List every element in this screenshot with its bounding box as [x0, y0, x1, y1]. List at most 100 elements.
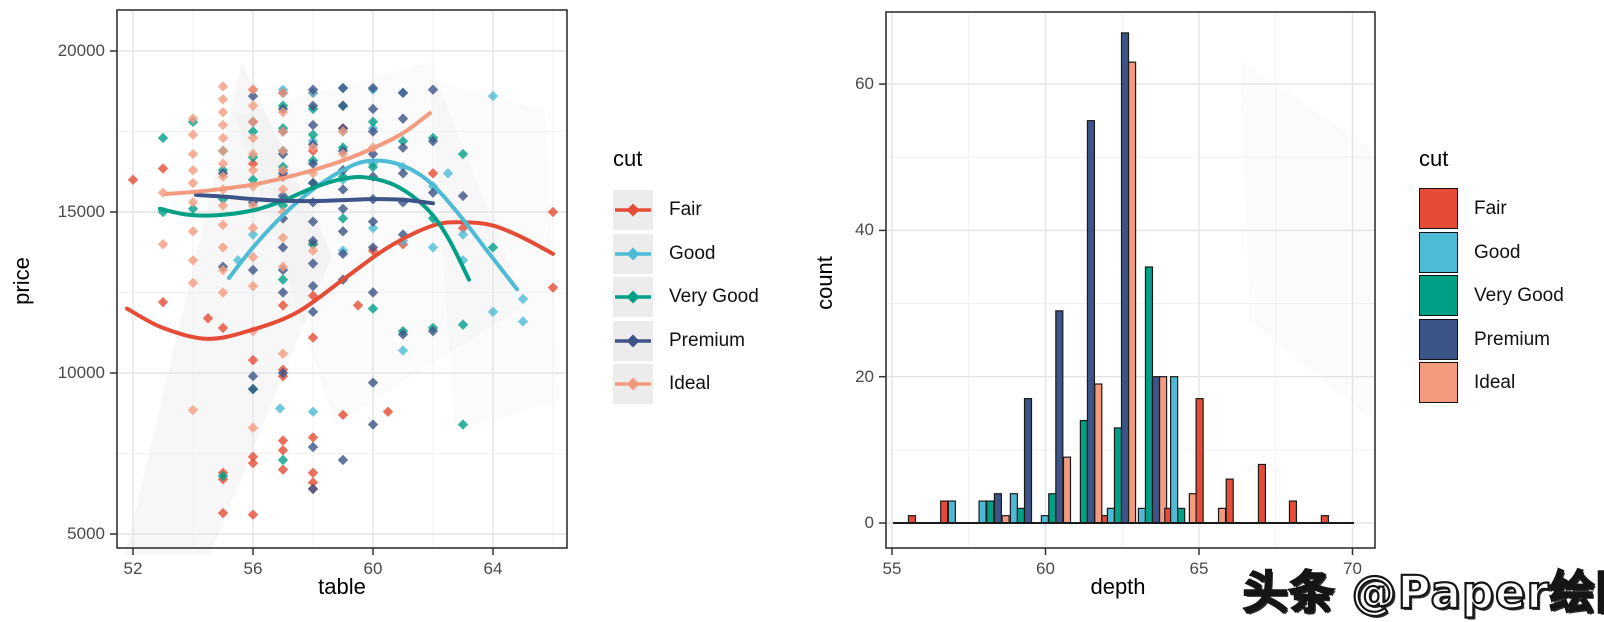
scatter-point-fair — [247, 158, 259, 169]
x-tick-label: 52 — [123, 559, 143, 578]
scatter-point-ideal — [277, 261, 289, 272]
legend-label-very-good[interactable]: Very Good — [669, 286, 759, 307]
scatter-point-fair — [277, 445, 289, 456]
scatter-point-premium — [367, 82, 379, 94]
histogram-bar-premium — [993, 493, 1003, 524]
legend-key-fair[interactable] — [613, 190, 653, 230]
smooth-curve-fair — [125, 220, 555, 341]
scatter-point-ideal — [217, 145, 229, 157]
histogram-bar-good — [1009, 493, 1018, 524]
scatter-point-ideal — [337, 148, 349, 160]
scatter-point-fair — [307, 477, 319, 488]
histogram-bar-premium — [1120, 32, 1130, 524]
scatter-point-fair — [277, 300, 289, 311]
scatter-point-ideal — [277, 145, 289, 157]
scatter-point-very-good — [397, 135, 409, 147]
scatter-point-very-good — [367, 116, 379, 128]
legend-label-premium[interactable]: Premium — [1474, 328, 1551, 350]
y-tick-label: 0 — [864, 513, 874, 532]
y-tick-label: 10000 — [57, 363, 105, 382]
legend-label-fair[interactable]: Fair — [1474, 198, 1507, 219]
scatter-point-ideal — [157, 187, 169, 198]
legend-label-good[interactable]: Good — [1474, 241, 1521, 263]
histogram-bar-premium — [1055, 310, 1064, 524]
scatter-point-good — [457, 229, 469, 240]
y-tick-label: 20000 — [57, 41, 105, 60]
scatter-point-very-good — [157, 206, 169, 218]
scatter-point-ideal — [217, 287, 229, 298]
scatter-point-good — [487, 90, 499, 102]
scatter-point-ideal — [187, 177, 199, 189]
scatter-point-premium — [307, 441, 319, 453]
scatter-point-fair — [247, 354, 259, 366]
scatter-point-ideal — [217, 171, 229, 182]
scatter-point-ideal — [187, 277, 199, 289]
y-tick-label: 20 — [855, 366, 874, 386]
histogram-bar-ideal — [1001, 515, 1010, 524]
legend-label-very-good[interactable]: Very Good — [1474, 285, 1564, 306]
scatter-point-very-good — [457, 319, 469, 330]
scatter-point-very-good — [367, 303, 379, 314]
legend-key-premium[interactable] — [1419, 318, 1458, 360]
x-tick-label: 60 — [1036, 559, 1055, 578]
smooth-curve-good — [227, 158, 519, 292]
scatter-point-ideal — [247, 222, 259, 234]
histogram-bar-very-good — [1079, 419, 1088, 524]
legend-key-ideal[interactable] — [613, 364, 653, 404]
scatter-point-premium — [307, 84, 319, 95]
scatter-point-premium — [397, 329, 409, 340]
left-y-axis-title: price — [9, 257, 34, 305]
legend-key-marker-icon — [626, 377, 640, 391]
scatter-point-premium — [397, 87, 409, 99]
legend-key-ideal[interactable] — [1419, 362, 1458, 403]
scatter-point-premium — [367, 126, 379, 137]
scatter-point-ideal — [277, 206, 289, 218]
legend-label-premium[interactable]: Premium — [669, 329, 746, 351]
legend-label-ideal[interactable]: Ideal — [669, 373, 711, 394]
histogram-bar-good — [1170, 376, 1179, 524]
scatter-point-good — [442, 168, 454, 179]
scatter-point-premium — [307, 258, 319, 269]
scatter-point-ideal — [277, 106, 289, 118]
scatter-point-premium — [367, 419, 379, 430]
legend-label-ideal[interactable]: Ideal — [1474, 372, 1516, 393]
scatter-point-ideal — [217, 106, 229, 118]
histogram-bar-good — [1040, 515, 1049, 524]
legend-label-good[interactable]: Good — [669, 242, 716, 264]
histogram-bar-fair — [1288, 500, 1298, 524]
scatter-point-premium — [277, 367, 289, 379]
smooth-curve-very-good — [158, 174, 471, 282]
scatter-point-premium — [397, 142, 409, 153]
legend-key-very-good[interactable] — [1419, 275, 1458, 316]
scatter-point-premium — [277, 287, 289, 298]
scatter-point-ideal — [187, 226, 199, 237]
scatter-point-premium — [337, 226, 349, 237]
histogram-bar-very-good — [1113, 427, 1123, 524]
scatter-point-good — [397, 345, 409, 356]
legend-key-good[interactable] — [1419, 231, 1458, 273]
scatter-point-very-good — [487, 242, 499, 253]
histogram-bar-fair — [1320, 515, 1329, 524]
right-y-axis-title: count — [812, 256, 837, 310]
scatter-point-fair — [277, 464, 289, 475]
scatter-point-ideal — [247, 280, 259, 292]
legend-key-good[interactable] — [613, 233, 653, 274]
histogram-bar-good — [978, 500, 987, 524]
legend-key-fair[interactable] — [1419, 188, 1458, 229]
legend-label-fair[interactable]: Fair — [669, 199, 702, 220]
scatter-point-very-good — [247, 126, 259, 137]
scatter-point-ideal — [217, 219, 229, 231]
scatter-point-ideal — [217, 81, 229, 92]
scatter-point-ideal — [307, 245, 319, 256]
scatter-point-premium — [307, 306, 319, 318]
scatter-point-fair — [547, 282, 559, 293]
scatter-point-premium — [337, 454, 349, 466]
scatter-point-premium — [247, 264, 259, 276]
scatter-point-good — [427, 242, 439, 253]
scatter-point-ideal — [217, 132, 229, 144]
scatter-point-fair — [157, 296, 169, 308]
legend-key-premium[interactable] — [613, 320, 653, 361]
legend-key-very-good[interactable] — [613, 277, 653, 317]
scatter-point-fair — [307, 332, 319, 343]
scatter-point-very-good — [457, 148, 469, 160]
